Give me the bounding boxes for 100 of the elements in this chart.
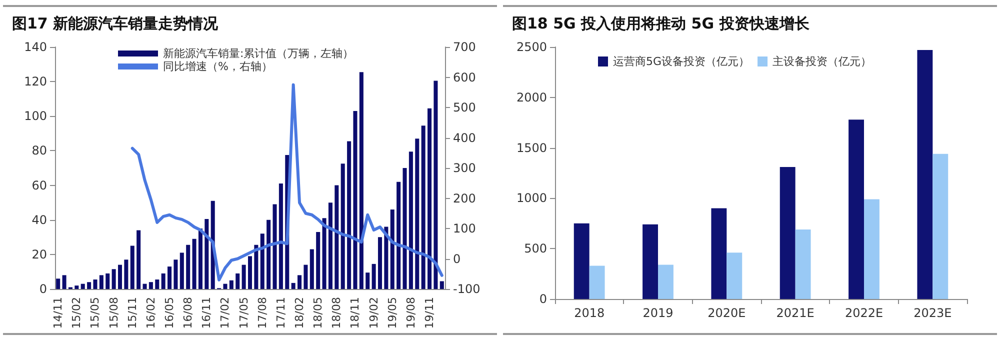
bar	[347, 141, 352, 289]
bar	[80, 284, 85, 289]
x-tick-label: 15/08	[107, 297, 120, 329]
bar	[334, 185, 339, 289]
bar	[93, 279, 98, 289]
bar	[378, 237, 382, 289]
x-tick-label: 18/02	[293, 297, 306, 329]
bar	[366, 272, 370, 289]
x-tick-label: 2019	[642, 306, 674, 320]
y2-tick-label: 400	[453, 130, 476, 145]
legend-label: 同比增速（%，右轴）	[163, 60, 272, 73]
y-tick-label: 500	[524, 242, 547, 256]
bar	[589, 266, 605, 299]
bar	[304, 264, 308, 289]
bar	[864, 199, 880, 299]
x-tick-label: 2023E	[914, 306, 952, 320]
bar	[434, 80, 438, 289]
bar	[148, 282, 153, 289]
bar	[87, 282, 92, 289]
bar	[56, 278, 60, 289]
y-tick-label: 120	[24, 74, 47, 89]
bar	[174, 260, 178, 289]
bar	[726, 252, 742, 299]
x-tick-label: 17/02	[218, 297, 232, 329]
bar	[291, 282, 296, 289]
y-tick-label: 140	[24, 40, 47, 54]
y-tick-label: 0	[539, 292, 547, 306]
bar	[642, 224, 658, 299]
line-series	[130, 83, 444, 282]
bar	[316, 232, 320, 289]
y2-tick-label: 100	[453, 222, 476, 236]
bar	[408, 152, 413, 289]
x-tick-label: 16/05	[163, 297, 176, 329]
bar	[932, 154, 948, 299]
bar	[180, 252, 184, 289]
bar	[278, 184, 283, 289]
bar	[440, 281, 444, 289]
bar	[155, 279, 160, 289]
x-tick-label: 2022E	[844, 306, 884, 320]
bar	[298, 275, 302, 289]
x-tick-label: 15/11	[126, 297, 139, 329]
bar	[242, 264, 246, 289]
y2-tick-label: 500	[453, 100, 476, 114]
bar	[186, 244, 190, 289]
x-tick-label: 19/08	[404, 297, 418, 329]
bar	[780, 166, 796, 299]
bar	[223, 284, 228, 289]
chart-title: 图18 5G 投入使用将推动 5G 投资快速增长	[512, 14, 810, 32]
bar	[421, 126, 426, 289]
bar	[396, 182, 401, 289]
x-tick-label: 2020E	[708, 306, 746, 320]
y-tick-label: 1000	[516, 191, 547, 206]
x-tick-label: 17/11	[274, 297, 288, 329]
bar	[795, 229, 811, 299]
legend-label: 主设备投资（亿元）	[772, 55, 872, 68]
bar	[428, 108, 432, 289]
y-tick-label: 40	[32, 212, 47, 227]
y2-tick-label: 700	[453, 40, 476, 54]
bar	[130, 246, 134, 289]
x-tick-label: 18/11	[348, 297, 362, 329]
y-tick-label: 1500	[516, 140, 547, 155]
x-tick-label: 19/05	[386, 297, 399, 329]
bar	[62, 275, 66, 289]
x-tick-label: 16/02	[144, 297, 158, 329]
x-tick-label: 19/02	[367, 297, 380, 329]
bar	[142, 284, 147, 289]
x-tick-label: 14/11	[52, 297, 65, 329]
bar	[272, 204, 277, 289]
bar	[917, 50, 933, 299]
x-tick-label: 17/05	[237, 297, 250, 329]
bar	[229, 280, 234, 289]
y-tick-label: 0	[39, 282, 47, 296]
bar	[384, 226, 388, 289]
bar	[161, 273, 166, 289]
y-tick-label: 20	[32, 247, 47, 262]
y2-tick-label: 300	[453, 161, 476, 175]
legend-label: 新能源汽车销量:累计值（万辆，左轴）	[163, 47, 354, 60]
bar	[236, 273, 240, 289]
x-tick-label: 19/11	[423, 297, 436, 329]
bar	[340, 164, 345, 289]
x-tick-label: 15/02	[70, 297, 84, 329]
bar	[328, 202, 332, 289]
y-tick-label: 60	[32, 178, 47, 192]
x-tick-label: 15/05	[88, 297, 102, 329]
x-tick-label: 16/08	[182, 297, 195, 329]
bar	[359, 72, 364, 289]
bar	[248, 256, 252, 289]
x-tick-label: 18/05	[312, 297, 325, 329]
bar	[574, 223, 590, 299]
bar	[192, 238, 196, 289]
bar	[848, 120, 864, 299]
y-tick-label: 80	[32, 144, 47, 158]
x-tick-label: 16/11	[200, 297, 214, 329]
chart-title: 图17 新能源汽车销量走势情况	[12, 14, 220, 32]
y2-tick-label: 200	[453, 191, 476, 206]
bar	[198, 228, 202, 289]
bar	[106, 273, 110, 289]
y2-tick-label: -100	[453, 282, 480, 296]
bar	[204, 218, 209, 289]
bar	[254, 244, 258, 289]
